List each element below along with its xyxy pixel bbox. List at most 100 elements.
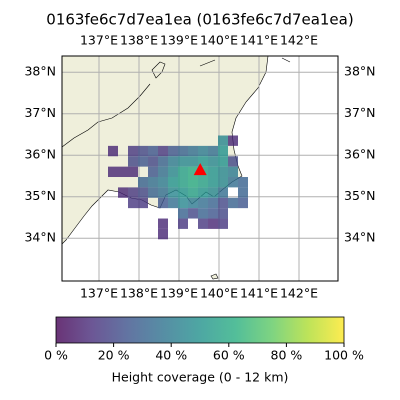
- grid-cell: [168, 177, 178, 188]
- grid-cell: [218, 218, 228, 229]
- grid-cell: [118, 187, 128, 198]
- grid-cell: [228, 177, 238, 188]
- grid-cell: [178, 177, 188, 188]
- island: [151, 61, 166, 79]
- grid-cell: [118, 166, 128, 178]
- map: [61, 55, 339, 282]
- grid-cell: [208, 187, 218, 198]
- grid-cell: [178, 156, 188, 167]
- grid-cell: [208, 145, 218, 157]
- grid-cell: [218, 135, 228, 146]
- y-tick-label: 37°N: [24, 105, 56, 120]
- grid-cell: [128, 187, 138, 198]
- grid-cell: [228, 166, 238, 178]
- grid-cell: [158, 177, 168, 188]
- grid-cell: [178, 208, 188, 219]
- grid-cell: [228, 135, 238, 146]
- y-tick-label: 36°N: [24, 147, 56, 162]
- grid-cell: [158, 187, 168, 198]
- grid-cell: [148, 145, 158, 157]
- grid-cell: [198, 187, 208, 198]
- grid-cell: [168, 145, 178, 157]
- grid-cell: [148, 156, 158, 167]
- grid-cell: [168, 197, 178, 209]
- grid-cell: [158, 156, 168, 167]
- y-tick-label: 38°N: [344, 64, 376, 79]
- grid-cell: [168, 187, 178, 198]
- colorbar-label: Height coverage (0 - 12 km): [112, 370, 289, 385]
- grid-cell: [228, 156, 238, 167]
- grid-cell: [238, 177, 248, 188]
- grid-cell: [218, 208, 228, 219]
- y-tick-label: 38°N: [24, 64, 56, 79]
- grid-cell: [208, 177, 218, 188]
- grid-cell: [168, 156, 178, 167]
- y-tick-label: 34°N: [344, 230, 376, 245]
- grid-cell: [148, 166, 158, 178]
- grid-cell: [188, 197, 198, 209]
- grid-cell: [238, 187, 248, 198]
- grid-cell: [158, 228, 168, 240]
- y-tick-label: 36°N: [344, 147, 376, 162]
- grid-cell: [208, 156, 218, 167]
- y-tick-label: 37°N: [344, 105, 376, 120]
- grid-cell: [128, 166, 138, 178]
- x-tick-label: 140°E: [200, 33, 238, 48]
- grid-cell: [188, 145, 198, 157]
- grid-cell: [128, 156, 138, 167]
- grid-cell: [108, 145, 118, 157]
- grid-cell: [198, 156, 208, 167]
- x-tick-label: 137°E: [80, 286, 118, 301]
- x-tick-label: 139°E: [160, 33, 198, 48]
- grid-cell: [208, 218, 218, 229]
- grid-cell: [188, 177, 198, 188]
- grid-cell: [178, 218, 188, 229]
- grid-cell: [188, 166, 198, 178]
- grid-cell: [208, 208, 218, 219]
- grid-cell: [138, 187, 148, 198]
- station-marker: [193, 163, 207, 176]
- y-tick-label: 35°N: [24, 188, 56, 203]
- colorbar-tick-label: 60 %: [213, 348, 245, 363]
- colorbar: [55, 316, 345, 344]
- island: [210, 273, 219, 280]
- coast-detail: [61, 57, 291, 148]
- grid-cell: [148, 177, 158, 188]
- grid-cell: [158, 145, 168, 157]
- grid-cell: [108, 166, 118, 178]
- grid-cell: [188, 208, 198, 219]
- y-tick-label: 34°N: [24, 230, 56, 245]
- grid-cell: [178, 197, 188, 209]
- x-tick-label: 140°E: [200, 286, 238, 301]
- colorbar-tick-label: 100 %: [324, 348, 364, 363]
- grid-cell: [158, 166, 168, 178]
- x-tick-label: 142°E: [280, 286, 318, 301]
- chart-title: 0163fe6c7d7ea1ea (0163fe6c7d7ea1ea): [46, 11, 353, 29]
- grid-cell: [218, 187, 228, 198]
- x-tick-label: 138°E: [120, 33, 158, 48]
- grid-cell: [178, 187, 188, 198]
- colorbar-tick-label: 20 %: [98, 348, 130, 363]
- colorbar-tick-label: 0 %: [44, 348, 68, 363]
- y-tick-label: 35°N: [344, 188, 376, 203]
- grid-cell: [218, 166, 228, 178]
- grid-cell: [198, 218, 208, 229]
- colorbar-tick-label: 80 %: [271, 348, 303, 363]
- grid-cell: [148, 187, 158, 198]
- grid-cell: [218, 145, 228, 157]
- colorbar-tick-label: 40 %: [155, 348, 187, 363]
- x-tick-label: 138°E: [120, 286, 158, 301]
- grid-cell: [188, 156, 198, 167]
- grid-cell: [138, 197, 148, 209]
- grid-cell: [138, 177, 148, 188]
- grid-cell: [138, 145, 148, 157]
- x-tick-label: 142°E: [280, 33, 318, 48]
- x-tick-label: 139°E: [160, 286, 198, 301]
- grid-cell: [228, 197, 238, 209]
- grid-cell: [128, 197, 138, 209]
- grid-cell: [168, 166, 178, 178]
- grid-cell: [178, 145, 188, 157]
- grid-cell: [128, 145, 138, 157]
- map-frame: [61, 55, 339, 282]
